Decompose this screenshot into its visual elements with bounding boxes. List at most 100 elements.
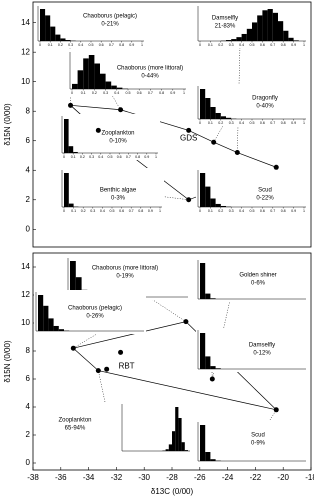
histogram-bar — [55, 34, 61, 41]
data-point — [95, 127, 101, 133]
inset-tick-label: 0.4 — [239, 209, 244, 213]
histogram-bar — [178, 418, 182, 451]
inset-tick-label: 0.2 — [58, 43, 63, 47]
data-point — [234, 150, 240, 156]
histogram-bar — [210, 198, 216, 207]
inset-tick-label: 0.8 — [135, 155, 140, 159]
inset-tick-label: 0.7 — [129, 209, 134, 213]
x-axis-label: δ13C (0/00) — [151, 487, 194, 496]
inset-tick-label: 0 — [199, 43, 201, 47]
inset-tick-label: 0.9 — [291, 209, 296, 213]
histogram-bar — [200, 333, 206, 369]
histogram-bar — [105, 81, 112, 89]
inset-tick-label: 0.2 — [92, 91, 97, 95]
histogram-bar — [220, 205, 226, 207]
histogram-bar — [246, 28, 252, 41]
inset-tick-label: 0.3 — [229, 209, 234, 213]
histogram-bar — [210, 107, 216, 119]
inset-range: 0-44% — [141, 74, 159, 80]
histogram-bar — [215, 368, 221, 369]
inset-tick-label: 0.3 — [89, 155, 94, 159]
inset-tick-label: 0.9 — [291, 121, 296, 125]
inset-label: Chaoborus (pelagic) — [83, 14, 137, 20]
inset-tick-label: 0 — [63, 155, 65, 159]
histogram-bar — [83, 58, 89, 89]
inset-tick-label: 1 — [141, 43, 143, 47]
x-tick-label: -36 — [55, 473, 67, 482]
histogram-bar — [200, 173, 206, 207]
x-tick-label: -22 — [250, 473, 262, 482]
inset-range: 0-26% — [86, 314, 104, 320]
data-point — [273, 164, 279, 170]
histogram-bar — [65, 40, 71, 41]
histogram-bar — [236, 37, 242, 41]
histogram-bar — [168, 444, 172, 451]
inset-tick-label: 0.8 — [281, 209, 286, 213]
inset-tick-label: 0.9 — [144, 155, 149, 159]
histogram-bar — [205, 98, 211, 119]
inset-tick-label: 1 — [303, 121, 305, 125]
inset-tick-label: 0.1 — [208, 43, 213, 47]
inset-bg — [196, 258, 308, 302]
inset-tick-label: 0 — [71, 91, 73, 95]
y-tick-label: 2 — [26, 195, 31, 204]
histogram-bar — [72, 83, 78, 89]
y-tick-label: 8 — [26, 346, 31, 355]
y-tick-label: 8 — [26, 106, 31, 115]
x-tick-label: -38 — [27, 473, 39, 482]
inset-tick-label: 0.3 — [229, 121, 234, 125]
y-tick-label: 14 — [21, 18, 30, 27]
inset-tick-label: 0.6 — [117, 155, 122, 159]
histogram-bar — [267, 9, 273, 41]
inset-tick-label: 0.1 — [48, 43, 53, 47]
inset-tick-label: 0.4 — [78, 43, 83, 47]
inset-tick-label: 0.9 — [291, 43, 296, 47]
histogram-bar — [215, 113, 221, 119]
data-point — [209, 376, 215, 382]
x-tick-label: -34 — [83, 473, 95, 482]
x-tick-label: -30 — [138, 473, 150, 482]
inset-tick-label: 0.7 — [270, 209, 275, 213]
histogram-bar — [70, 261, 76, 297]
inset-label: Scud — [251, 433, 265, 439]
histogram-bar — [200, 263, 206, 299]
y-tick-label: 14 — [21, 262, 30, 271]
inset-tick-label: 0.8 — [159, 91, 164, 95]
inset-tick-label: 0.3 — [90, 209, 95, 213]
inset-tick-label: 0.3 — [103, 91, 108, 95]
histogram-bar — [226, 40, 232, 41]
histogram-bar — [175, 407, 179, 451]
histogram-bar — [288, 37, 294, 41]
inset-bg — [60, 168, 164, 214]
histogram-bar — [60, 38, 66, 41]
histogram-bar — [58, 329, 64, 331]
inset-tick-label: 0.8 — [281, 43, 286, 47]
inset-tick-label: 0.3 — [229, 43, 234, 47]
histogram-bar — [262, 10, 268, 42]
histogram-bar — [75, 277, 82, 297]
histogram-bar — [200, 89, 206, 119]
histogram-bar — [252, 22, 258, 41]
inset-tick-label: 1 — [159, 209, 161, 213]
inset-tick-label: 0.4 — [98, 155, 103, 159]
x-tick-label: -32 — [111, 473, 123, 482]
histogram-bar — [116, 87, 123, 89]
inset-tick-label: 0.5 — [89, 43, 94, 47]
inset-tick-label: 0.4 — [239, 43, 244, 47]
data-point — [95, 368, 101, 374]
inset-tick-label: 0.5 — [250, 209, 255, 213]
inset-tick-label: 0.5 — [250, 121, 255, 125]
histogram-bar — [50, 26, 56, 41]
inset-tick-label: 0.2 — [218, 209, 223, 213]
histogram-bar — [100, 73, 106, 89]
inset-tick-label: 1 — [155, 155, 157, 159]
inset-range: 0-12% — [253, 351, 271, 357]
histogram-bar — [231, 39, 237, 41]
inset-tick-label: 0.5 — [250, 43, 255, 47]
inset-tick-label: 0.4 — [239, 121, 244, 125]
y-tick-label: 6 — [26, 136, 31, 145]
inset-tick-label: 0.2 — [80, 155, 85, 159]
leader-line — [237, 44, 241, 153]
inset-label: Scud — [258, 188, 272, 194]
point-label: RBT — [119, 362, 135, 371]
